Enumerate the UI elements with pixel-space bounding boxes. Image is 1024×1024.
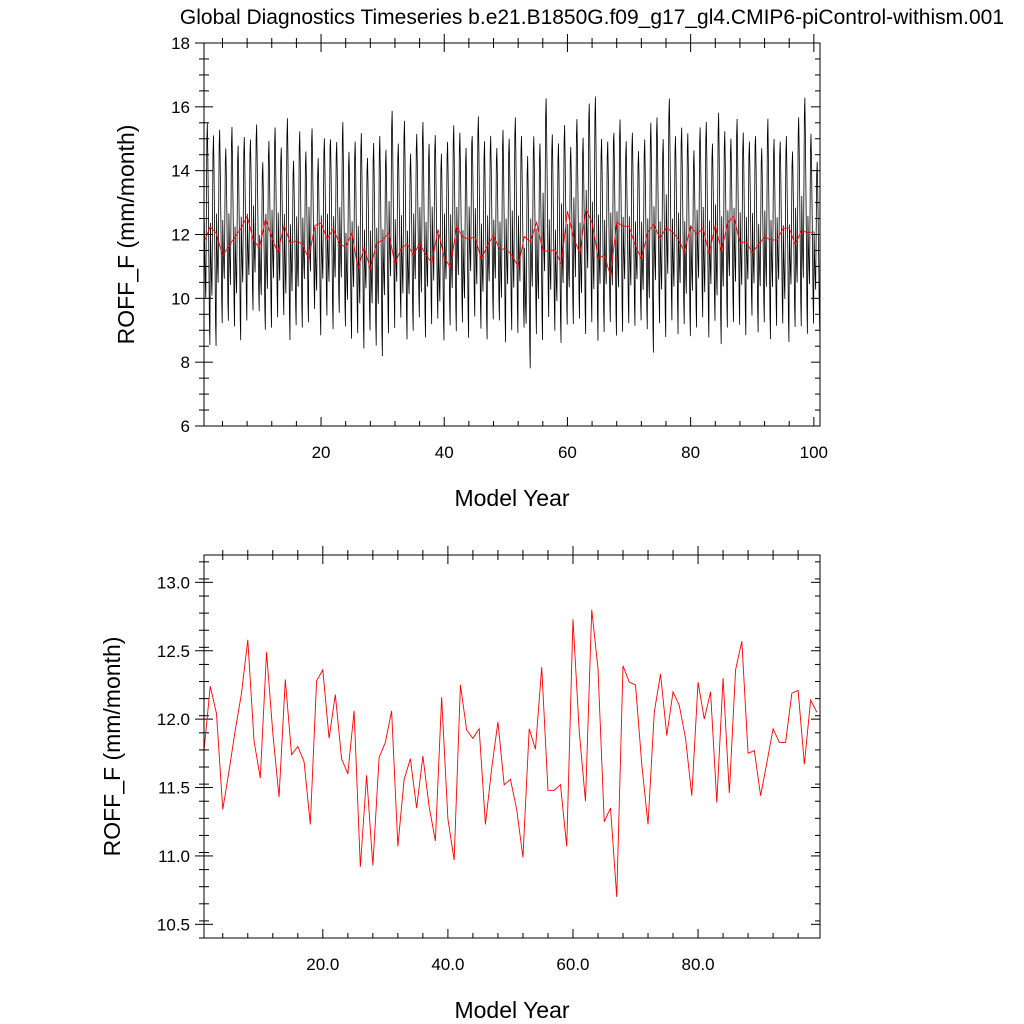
y-tick-label: 6: [181, 417, 190, 436]
bottom-panel-annual-series: [203, 609, 818, 897]
y-tick-label: 12: [171, 226, 190, 245]
figure-title: Global Diagnostics Timeseries b.e21.B185…: [180, 6, 1004, 29]
top-panel-tick-labels: 6 8 10 12 14 16 18 20 40 60 80 100: [171, 34, 828, 462]
top-panel-annual-series: [203, 207, 814, 277]
bottom-panel-tick-labels: 10.5 11.0 11.5 12.0 12.5 13.0 20.0 40.0 60.0 80.0: [157, 573, 715, 974]
top-panel-x-axis-label: Model Year: [454, 485, 569, 511]
bottom-panel-x-axis-label: Model Year: [454, 997, 569, 1023]
x-tick-label: 100: [800, 443, 828, 462]
bottom-panel-ticks: [195, 546, 820, 939]
y-tick-label: 18: [171, 34, 190, 53]
x-tick-label: 20: [312, 443, 331, 462]
y-tick-label: 16: [171, 98, 190, 117]
top-panel-y-axis-label: ROFF_F (mm/month): [113, 125, 139, 345]
top-panel-monthly-series: [203, 96, 821, 369]
annual-series-line: [203, 207, 814, 277]
annual-series-line: [203, 609, 818, 897]
y-tick-label: 10.5: [157, 915, 190, 934]
y-tick-label: 8: [181, 353, 190, 372]
y-tick-label: 12.0: [157, 710, 190, 729]
x-tick-label: 60: [558, 443, 577, 462]
y-tick-label: 11.5: [158, 779, 190, 798]
bottom-panel: 10.5 11.0 11.5 12.0 12.5 13.0 20.0 40.0 60.0 80.0…: [99, 546, 821, 1023]
bottom-panel-frame: [203, 554, 821, 939]
y-tick-label: 11.0: [158, 847, 190, 866]
x-tick-label: 40.0: [431, 955, 464, 974]
x-tick-label: 80.0: [682, 955, 715, 974]
top-panel-frame: [203, 42, 821, 427]
y-tick-label: 10: [171, 289, 190, 308]
top-panel: 6 8 10 12 14 16 18 20 40 60 80 100 Model Year ROFF_…: [113, 34, 828, 511]
bottom-panel-y-axis-label: ROFF_F (mm/month): [99, 637, 125, 857]
y-tick-label: 14: [171, 162, 190, 181]
y-tick-label: 12.5: [157, 642, 190, 661]
y-tick-label: 13.0: [157, 573, 190, 592]
monthly-series-line: [203, 96, 821, 369]
top-panel-ticks: [195, 34, 820, 427]
x-tick-label: 80: [681, 443, 700, 462]
x-tick-label: 20.0: [306, 955, 339, 974]
x-tick-label: 60.0: [556, 955, 589, 974]
x-tick-label: 40: [435, 443, 454, 462]
